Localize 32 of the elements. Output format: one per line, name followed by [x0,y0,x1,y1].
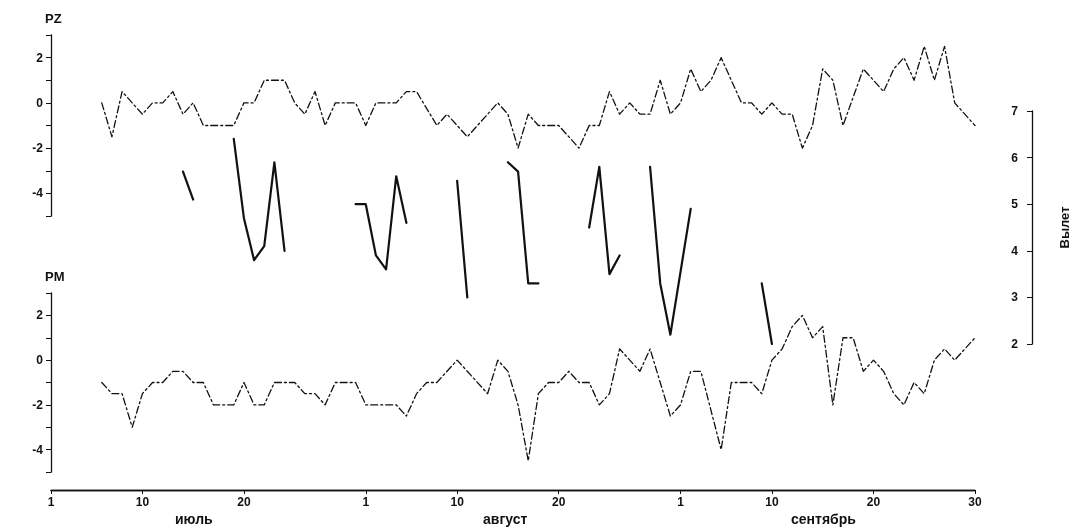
y-tick-label: 0 [36,95,44,110]
y-tick-label: 2 [36,308,44,323]
x-tick-label: 10 [450,495,465,509]
y-tick-label: 2 [36,50,44,65]
text: июль [175,511,214,527]
x-tick-label: 20 [866,495,881,509]
x-tick-label: 30 [968,495,982,509]
y2-axis-title: Вылет [1057,206,1072,249]
y-tick-label: -2 [32,397,44,412]
y2-tick-label: 5 [1011,197,1019,212]
y2-tick-label: 4 [1011,243,1019,258]
x-tick-label: 20 [237,495,251,509]
y-tick-label: -4 [32,186,44,201]
y2-tick-label: 7 [1011,104,1019,118]
x-tick-label: 10 [765,495,779,509]
y2-tick-label: 6 [1011,150,1019,165]
x-tick-label: 10 [135,495,150,509]
text: август [483,511,528,527]
x-tick-label: 1 [677,495,685,509]
line-series [101,45,976,149]
y2-tick-label: 3 [1011,290,1019,305]
x-tick-label: 20 [552,495,566,509]
y2-tick-label: 2 [1011,337,1019,351]
chart-title: PM [45,269,65,284]
x-tick-label: 1 [362,495,370,509]
x-tick-label: 1 [47,495,55,509]
line-series [101,314,976,462]
y-tick-label: 0 [36,353,44,368]
y-tick-label: -4 [32,442,44,457]
y-tick-label: -2 [32,141,44,156]
text: сентябрь [791,511,857,527]
chart-title: PZ [45,11,62,26]
